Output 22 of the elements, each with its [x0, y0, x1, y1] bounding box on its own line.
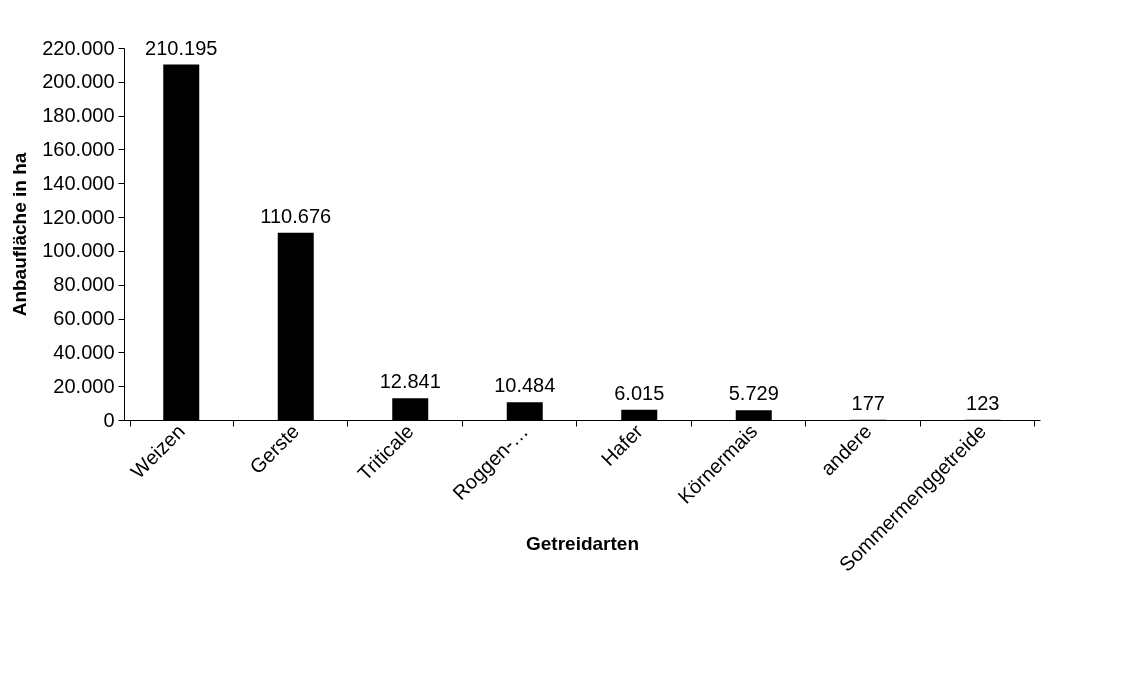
data-label: 6.015	[614, 381, 665, 404]
y-tick-label: 60.000	[53, 307, 115, 330]
x-axis-title: Getreidarten	[526, 533, 639, 555]
y-tick-label: 140.000	[42, 171, 115, 194]
y-axis-title: Anbaufläche in ha	[9, 152, 31, 317]
data-label: 10.484	[494, 374, 556, 397]
y-tick-label: 180.000	[42, 104, 115, 127]
data-label: 5.729	[728, 382, 779, 405]
y-tick-label: 100.000	[42, 239, 115, 262]
y-tick-label: 80.000	[53, 273, 115, 296]
y-tick-label: 20.000	[53, 374, 115, 397]
data-label: 123	[966, 391, 1000, 414]
y-tick-label: 220.000	[42, 36, 115, 59]
y-tick-label: 160.000	[42, 137, 115, 160]
data-label: 177	[851, 391, 885, 414]
y-tick-label: 200.000	[42, 70, 115, 93]
data-label: 110.676	[260, 204, 332, 227]
data-label: 210.195	[145, 36, 218, 59]
y-tick-label: 120.000	[42, 205, 115, 228]
data-label: 12.841	[379, 370, 441, 393]
y-tick-label: 40.000	[53, 340, 115, 363]
y-tick-label: 0	[103, 408, 115, 431]
